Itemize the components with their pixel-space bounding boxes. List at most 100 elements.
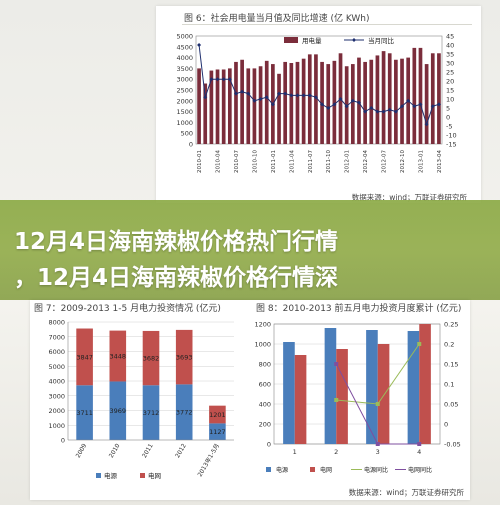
data-label: 3711 [76,409,93,417]
y-tick-right: 0 [446,114,450,122]
data-point [295,93,300,98]
x-tick-label: 2012-07 [382,150,388,173]
monthly-investment-chart: 0 200 400 600 800 1000 1200 -0.05 0 0.05 0.1 0.15 0.… [254,321,460,475]
data-label: 3712 [143,409,160,417]
legend-swatch-bar [284,37,298,43]
data-point [246,91,251,96]
legend-label: 电网同比 [408,466,432,474]
bar [418,47,423,144]
y-tick-right: 0.2 [444,341,454,349]
x-tick-label: 1 [293,448,297,456]
y-tick-left: 2500 [176,87,193,95]
chart-source: 数据来源：wind；万联证券研究所 [351,193,467,202]
data-label: 3693 [176,354,193,362]
bar-segment [76,385,93,440]
legend-swatch [140,473,145,478]
y-tick: 5000 [48,363,65,371]
y-tick-left: 3500 [176,65,193,73]
data-point [203,95,208,100]
bar [240,59,244,145]
bar [430,53,435,144]
y-tick-left: 0 [189,141,193,149]
legend-label: 电源同比 [364,466,388,474]
x-tick-label: 2013年1-5月 [196,442,221,478]
bar-segment [109,381,127,440]
y-tick-right: 0.1 [444,381,454,389]
bar [307,54,312,144]
divider [182,24,472,25]
bar [324,328,337,444]
legend-swatch [96,473,101,478]
data-point [289,93,294,98]
series-line [198,44,440,126]
data-point [233,91,238,96]
y-tick: 3000 [48,392,65,400]
legend-label: 电网 [148,471,161,480]
x-tick-label: 2010-07 [234,150,240,173]
chart-title-left: 图 7：2009-2013 1-5 月电力投资情况 (亿元) [34,304,221,314]
bar [363,61,367,144]
data-point [258,97,263,101]
bar [369,59,374,145]
x-tick-label: 2010 [108,442,122,459]
bar [294,355,307,444]
bar-segment [175,384,193,440]
legend-label: 当月同比 [368,36,395,45]
bar [375,55,380,144]
y-tick-right: 0.05 [444,401,458,409]
y-tick-right: 0 [444,421,448,429]
data-point [400,104,405,109]
bar [246,68,251,144]
title-banner: 12月4日海南辣椒价格热门行情 ，12月4日海南辣椒价格行情深 [0,200,500,300]
y-tick-left: 5000 [176,33,193,41]
electricity-consumption-chart: 0 500 1000 1500 2000 2500 3000 3500 4000 4500 5000… [176,33,456,173]
y-tick-right: 45 [446,33,454,41]
data-point [417,342,422,346]
legend-swatch [266,467,271,472]
y-tick: 0 [61,437,65,445]
x-tick-label: 2012 [174,442,188,459]
x-tick-label: 2011 [141,442,155,459]
chart-panel-top: 图 6：社会用电量当月值及同比增速 (亿 KWh) 0 500 1000 1500 20… [156,6,481,203]
y-tick-left: 3000 [176,76,193,84]
legend-label: 电源 [276,466,288,474]
y-tick-left: 1500 [176,108,193,116]
data-point [412,104,417,109]
legend-swatch [310,467,315,472]
data-point [221,77,226,82]
x-tick-label: 2011-01 [271,150,277,173]
data-point [215,77,220,82]
data-point [393,109,398,114]
y-tick-right: 15 [446,87,454,95]
x-tick-label: 3 [376,448,380,456]
data-point [320,102,325,107]
chart-title-right: 图 8：2010-2013 前五月电力投资月度累计 (亿元) [256,304,462,314]
bar [221,69,226,144]
data-label: 1127 [209,428,226,436]
data-point [356,100,361,105]
plot-frame [195,35,443,145]
x-tick-label: 2013-01 [418,150,424,173]
data-point [240,89,245,94]
bar [377,344,390,444]
legend-marker [352,38,356,42]
data-point [387,107,392,112]
power-investment-stacked-chart: 0 1000 2000 3000 4000 5000 6000 7000 8000 3711 384… [48,319,234,480]
x-tick-label: 2010-10 [252,150,258,173]
banner-title-line-1: 12月4日海南辣椒价格热门行情 [14,229,339,255]
bar [424,64,429,144]
bar [203,83,208,144]
y-tick: 4000 [48,378,65,386]
data-label: 1201 [209,411,226,419]
data-point [334,362,339,366]
bar [295,61,300,144]
data-point [197,43,202,47]
bar [252,68,257,144]
y-tick-right: 40 [446,42,454,50]
data-point [270,102,275,107]
data-point [436,102,441,107]
data-point [338,97,343,101]
bar [197,68,201,144]
x-tick-label: 2012-01 [345,150,351,173]
legend-label: 用电量 [302,36,322,45]
